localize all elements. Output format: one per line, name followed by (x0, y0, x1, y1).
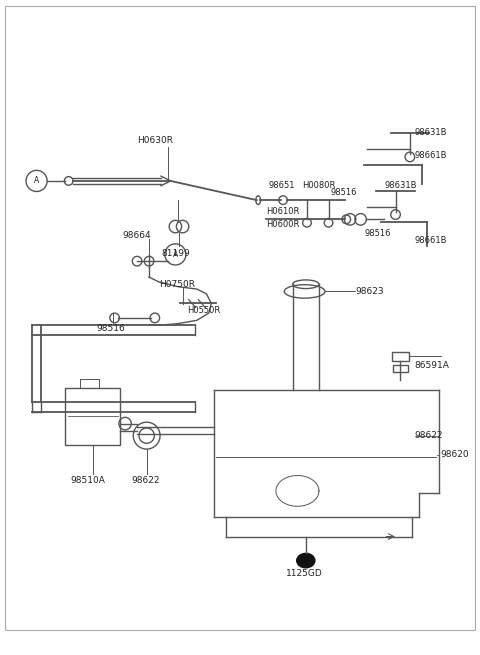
Text: 98651: 98651 (269, 181, 295, 190)
Text: A: A (173, 250, 178, 259)
Text: 98631B: 98631B (415, 128, 447, 138)
Text: H0630R: H0630R (137, 136, 173, 145)
Text: 98510A: 98510A (70, 476, 105, 485)
Text: 98661B: 98661B (415, 236, 447, 246)
Text: 98623: 98623 (356, 287, 384, 296)
Text: 98631B: 98631B (384, 181, 417, 190)
Text: 98622: 98622 (415, 431, 443, 440)
Text: 98622: 98622 (131, 476, 159, 485)
Text: H0750R: H0750R (158, 280, 194, 289)
Text: 98516: 98516 (331, 189, 358, 197)
Text: 98661B: 98661B (415, 151, 447, 160)
Text: 98516: 98516 (96, 324, 125, 333)
Text: H0610R: H0610R (266, 207, 300, 215)
Text: 98620: 98620 (440, 451, 468, 459)
Text: 81199: 81199 (161, 248, 190, 257)
Text: A: A (34, 176, 39, 185)
Ellipse shape (297, 553, 315, 568)
Text: H0080R: H0080R (302, 181, 336, 190)
Text: H0600R: H0600R (266, 219, 300, 229)
Text: 1125GD: 1125GD (286, 569, 322, 578)
Text: H0550R: H0550R (187, 306, 221, 315)
Text: 98664: 98664 (123, 231, 151, 240)
Text: 86591A: 86591A (415, 362, 450, 371)
Text: 98516: 98516 (364, 229, 391, 238)
